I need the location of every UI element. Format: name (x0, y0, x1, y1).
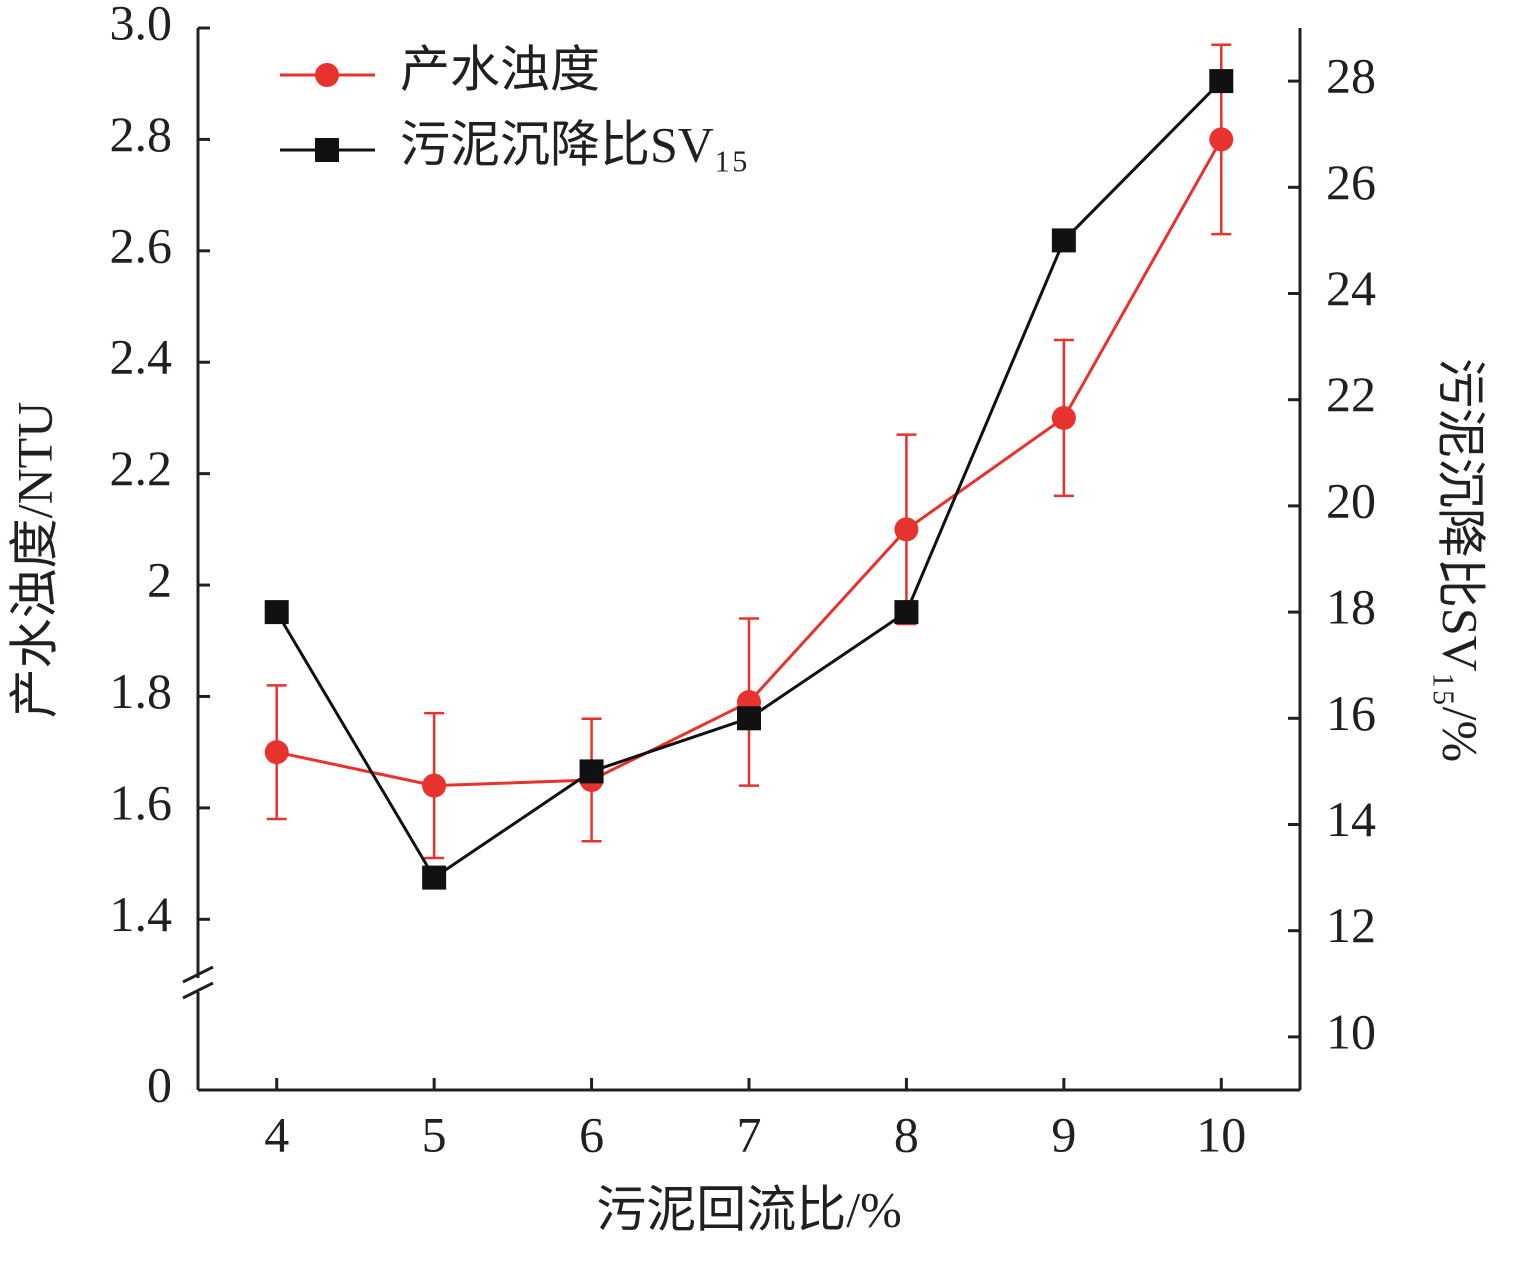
y-tick-label: 0 (147, 1056, 172, 1112)
legend-label: 产水浊度 (400, 41, 600, 97)
x-axis-label: 污泥回流比/% (596, 1181, 902, 1237)
y-tick-label: 2.6 (110, 217, 173, 273)
y2-tick-label: 22 (1326, 366, 1376, 422)
y2-tick-label: 10 (1326, 1003, 1376, 1059)
series (264, 69, 1234, 890)
axis-break (182, 965, 214, 984)
y-tick-label: 1.4 (110, 886, 173, 942)
y2-tick-label: 20 (1326, 472, 1376, 528)
y2-tick-label: 14 (1326, 791, 1376, 847)
legend-label: 污泥沉降比SV₁₅ (400, 116, 749, 172)
y2-tick-label: 16 (1326, 685, 1376, 741)
y-tick-label: 2.8 (110, 106, 173, 162)
point (264, 600, 289, 625)
axis-break (182, 981, 214, 1000)
x-tick-label: 10 (1196, 1106, 1246, 1162)
point (1209, 69, 1234, 94)
y-tick-label: 1.6 (110, 774, 173, 830)
y2-tick-label: 18 (1326, 579, 1376, 635)
axes (182, 28, 1302, 1092)
y2-axis-label: 污泥沉降比SV₁₅/% (1433, 358, 1489, 762)
legend-marker (315, 63, 339, 87)
y-tick-label: 3.0 (110, 0, 173, 50)
x-tick-label: 9 (1051, 1106, 1076, 1162)
y2-tick-label: 24 (1326, 260, 1376, 316)
point (422, 773, 447, 798)
legend-marker (315, 138, 339, 162)
point (737, 706, 761, 731)
point (1051, 405, 1076, 430)
y-tick-label: 2 (147, 552, 172, 608)
point (894, 600, 919, 625)
y2-tick-label: 28 (1326, 48, 1376, 104)
x-tick-label: 6 (579, 1106, 604, 1162)
y-tick-label: 1.8 (110, 663, 173, 719)
point (422, 865, 447, 890)
y2-tick-label: 26 (1326, 154, 1376, 210)
y-tick-label: 2.4 (110, 329, 173, 385)
point (894, 517, 919, 542)
y-tick-label: 2.2 (110, 440, 173, 496)
x-tick-label: 4 (264, 1106, 289, 1162)
x-tick-label: 5 (422, 1106, 447, 1162)
y2-tick-label: 12 (1326, 897, 1376, 953)
x-tick-label: 7 (737, 1106, 762, 1162)
y-axis-label: 产水浊度/NTU (6, 402, 62, 719)
x-tick-label: 8 (894, 1106, 919, 1162)
point (1051, 228, 1076, 253)
point (579, 759, 604, 784)
point (1209, 127, 1234, 152)
point (264, 740, 289, 765)
